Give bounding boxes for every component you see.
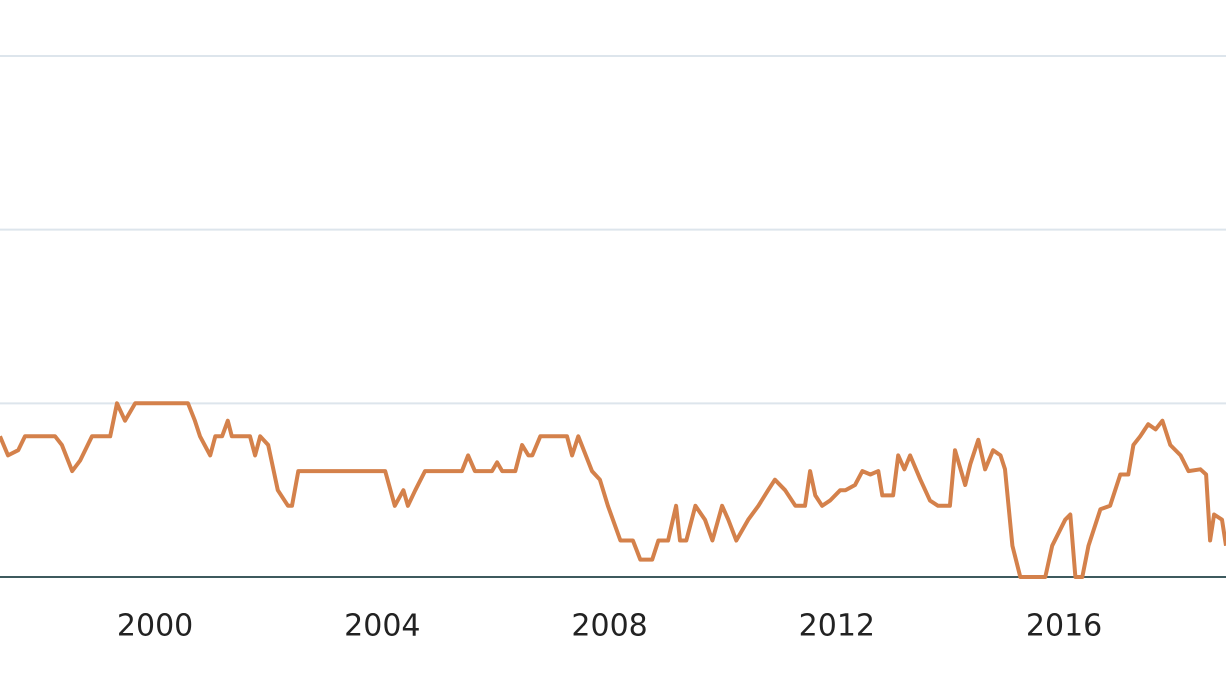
- x-tick-label: 2012: [799, 609, 875, 644]
- x-tick-label: 2008: [571, 609, 647, 644]
- data-line: [0, 401, 1226, 579]
- x-tick-label: 2004: [344, 609, 420, 644]
- x-tick-label: 2016: [1026, 609, 1102, 644]
- x-tick-label: 2000: [117, 609, 193, 644]
